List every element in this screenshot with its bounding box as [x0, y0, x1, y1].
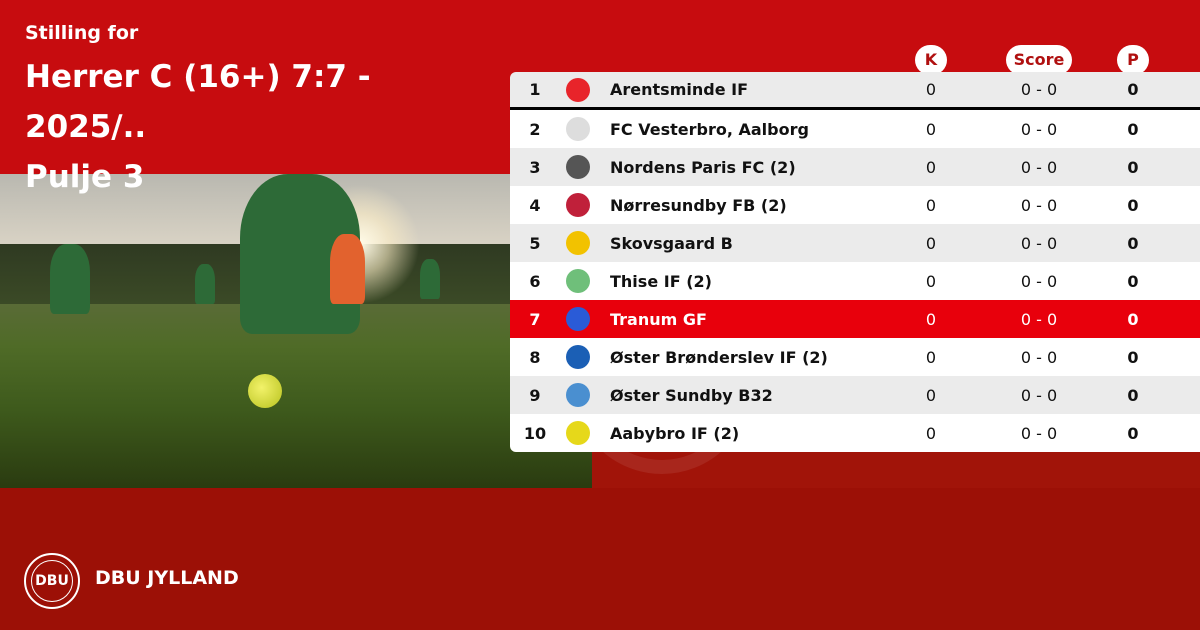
- table-row[interactable]: 1 Arentsminde IF 0 0 - 0 0: [510, 72, 1200, 110]
- points: 0: [1127, 233, 1139, 253]
- page-title: Herrer C (16+) 7:7 - 2025/.. Pulje 3: [25, 52, 495, 202]
- score: 0 - 0: [1020, 271, 1058, 291]
- team-name: Tranum GF: [610, 309, 707, 329]
- title-line-1: Herrer C (16+) 7:7 - 2025/..: [25, 59, 371, 145]
- team-name: Nordens Paris FC (2): [610, 157, 796, 177]
- score: 0 - 0: [1020, 309, 1058, 329]
- score: 0 - 0: [1020, 157, 1058, 177]
- team-name: Skovsgaard B: [610, 233, 733, 253]
- matches-played: 0: [925, 157, 937, 177]
- column-header-p: P: [1117, 45, 1149, 75]
- matches-played: 0: [925, 80, 937, 99]
- score: 0 - 0: [1020, 119, 1058, 139]
- points: 0: [1127, 423, 1139, 443]
- position: 7: [529, 309, 541, 329]
- score: 0 - 0: [1020, 233, 1058, 253]
- team-logo-icon: [566, 307, 590, 331]
- points: 0: [1127, 309, 1139, 329]
- points: 0: [1127, 271, 1139, 291]
- team-name: Aabybro IF (2): [610, 423, 740, 443]
- team-logo-icon: [566, 117, 590, 141]
- table-row[interactable]: 6 Thise IF (2) 0 0 - 0 0: [510, 262, 1200, 300]
- brand-name: DBU JYLLAND: [95, 567, 239, 589]
- team-name: Nørresundby FB (2): [610, 195, 787, 215]
- points: 0: [1127, 119, 1139, 139]
- table-row[interactable]: 8 Øster Brønderslev IF (2) 0 0 - 0 0: [510, 338, 1200, 376]
- team-logo-icon: [566, 383, 590, 407]
- matches-played: 0: [925, 385, 937, 405]
- table-row[interactable]: 7 Tranum GF 0 0 - 0 0: [510, 300, 1200, 338]
- points: 0: [1127, 385, 1139, 405]
- table-row[interactable]: 2 FC Vesterbro, Aalborg 0 0 - 0 0: [510, 110, 1200, 148]
- matches-played: 0: [925, 309, 937, 329]
- matches-played: 0: [925, 271, 937, 291]
- team-logo-icon: [566, 77, 590, 102]
- position: 3: [529, 157, 541, 177]
- matches-played: 0: [925, 347, 937, 367]
- score: 0 - 0: [1020, 195, 1058, 215]
- points: 0: [1127, 80, 1139, 99]
- score: 0 - 0: [1020, 80, 1058, 99]
- column-header-score: Score: [1006, 45, 1072, 75]
- table-row[interactable]: 5 Skovsgaard B 0 0 - 0 0: [510, 224, 1200, 262]
- score: 0 - 0: [1020, 423, 1058, 443]
- team-logo-icon: [566, 231, 590, 255]
- position: 9: [529, 385, 541, 405]
- points: 0: [1127, 157, 1139, 177]
- subtitle: Stilling for: [25, 22, 139, 44]
- position: 2: [529, 119, 541, 139]
- position: 5: [529, 233, 541, 253]
- matches-played: 0: [925, 195, 937, 215]
- position: 8: [529, 347, 541, 367]
- position: 1: [529, 80, 541, 99]
- table-row[interactable]: 10 Aabybro IF (2) 0 0 - 0 0: [510, 414, 1200, 452]
- team-logo-icon: [566, 345, 590, 369]
- matches-played: 0: [925, 119, 937, 139]
- points: 0: [1127, 195, 1139, 215]
- matches-played: 0: [925, 423, 937, 443]
- position: 6: [529, 271, 541, 291]
- team-name: Arentsminde IF: [610, 80, 748, 99]
- position: 4: [529, 195, 541, 215]
- team-name: FC Vesterbro, Aalborg: [610, 119, 809, 139]
- score: 0 - 0: [1020, 347, 1058, 367]
- team-logo-icon: [566, 269, 590, 293]
- team-logo-icon: [566, 193, 590, 217]
- table-row[interactable]: 3 Nordens Paris FC (2) 0 0 - 0 0: [510, 148, 1200, 186]
- score: 0 - 0: [1020, 385, 1058, 405]
- team-logo-icon: [566, 155, 590, 179]
- table-row[interactable]: 9 Øster Sundby B32 0 0 - 0 0: [510, 376, 1200, 414]
- table-row[interactable]: 4 Nørresundby FB (2) 0 0 - 0 0: [510, 186, 1200, 224]
- column-header-k: K: [915, 45, 947, 75]
- position: 10: [523, 423, 547, 443]
- team-logo-icon: [566, 421, 590, 445]
- team-name: Øster Sundby B32: [610, 385, 773, 405]
- dbu-logo: DBU: [24, 553, 80, 609]
- team-name: Thise IF (2): [610, 271, 712, 291]
- team-name: Øster Brønderslev IF (2): [610, 347, 828, 367]
- football-photo: [0, 174, 592, 488]
- title-line-2: Pulje 3: [25, 159, 145, 195]
- matches-played: 0: [925, 233, 937, 253]
- points: 0: [1127, 347, 1139, 367]
